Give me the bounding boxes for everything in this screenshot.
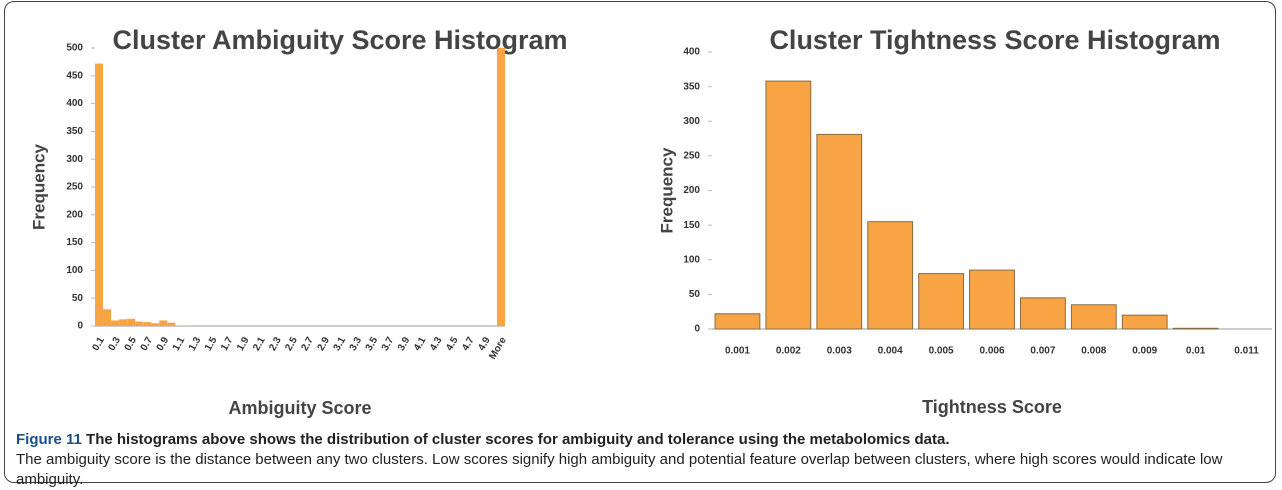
charts: Cluster Ambiguity Score Histogram Frequen… (29, 25, 1272, 418)
bar (175, 325, 184, 326)
x-tick-label: 3.5 (364, 335, 381, 353)
x-tick-label: 1.5 (203, 335, 220, 353)
x-tick-label: 2.1 (251, 335, 268, 353)
caption-text: The ambiguity score is the distance betw… (16, 451, 1223, 488)
y-tick-label: 100 (66, 265, 83, 276)
x-tick-label: 0.5 (123, 335, 140, 353)
bar (867, 221, 914, 330)
caption-title: The histograms above shows the distribut… (86, 431, 950, 448)
x-tick-label: 0.008 (1081, 346, 1106, 357)
x-tick-label: 0.1 (90, 335, 107, 353)
x-tick-label: 0.002 (776, 346, 801, 357)
bar (1121, 314, 1168, 330)
bar (127, 318, 136, 326)
x-tick-label: 0.006 (979, 346, 1004, 357)
x-tick-label: 4.1 (412, 335, 429, 353)
x-tick-label: 0.011 (1234, 346, 1259, 357)
bar (183, 325, 192, 326)
x-tick-label: 3.1 (332, 335, 349, 353)
y-tick-label: 400 (683, 47, 700, 58)
y-tick-label: 400 (66, 98, 83, 109)
x-tick-label: 2.5 (283, 335, 300, 353)
y-axis-label: Frequency (657, 147, 676, 234)
y-tick-label: 200 (683, 185, 700, 196)
x-tick-label: 4.7 (460, 335, 477, 353)
x-tick-label: 2.3 (267, 335, 284, 353)
bar (816, 133, 863, 330)
x-axis-label: Ambiguity Score (228, 398, 371, 418)
y-tick-label: 150 (66, 237, 83, 248)
bar (1020, 297, 1066, 330)
bar (159, 320, 168, 326)
figure-frame (4, 1, 1276, 483)
x-tick-label: 0.005 (929, 346, 954, 357)
y-tick-label: 250 (683, 151, 700, 162)
bar (167, 322, 176, 326)
x-tick-label: 0.001 (725, 346, 750, 357)
x-tick-label: 0.009 (1132, 346, 1157, 357)
x-tick-label: 0.9 (155, 335, 172, 353)
y-tick-label: 0 (77, 321, 83, 332)
bar (119, 319, 128, 326)
x-tick-label: 4.3 (428, 335, 445, 353)
y-tick-label: 350 (66, 126, 83, 137)
caption: Figure 11 The histograms above shows the… (16, 430, 1266, 490)
x-tick-label: 1.3 (187, 335, 204, 353)
bar (969, 269, 1015, 330)
y-tick-label: 50 (689, 289, 701, 300)
y-tick-label: 150 (683, 220, 700, 231)
y-tick-label: 350 (683, 81, 700, 92)
x-tick-label: 0.007 (1030, 346, 1055, 357)
y-tick-label: 0 (694, 324, 700, 335)
x-tick-label: 3.3 (348, 335, 365, 353)
x-axis-label: Tightness Score (922, 397, 1062, 417)
bar (135, 321, 144, 326)
y-tick-label: 450 (66, 70, 83, 81)
chart-title: Cluster Tightness Score Histogram (769, 25, 1220, 55)
x-tick-label: 4.5 (444, 335, 461, 353)
y-tick-label: 200 (66, 209, 83, 220)
bar (918, 273, 964, 330)
bar (765, 80, 812, 330)
bar (111, 320, 120, 326)
x-tick-label: 1.7 (219, 335, 236, 353)
x-tick-label: 0.003 (827, 346, 852, 357)
bar (1070, 304, 1117, 330)
bar (496, 48, 505, 326)
x-tick-label: 0.7 (139, 335, 156, 353)
x-tick-label: 3.7 (380, 335, 397, 353)
y-tick-label: 100 (683, 254, 700, 265)
bar (103, 309, 112, 326)
x-tick-label: 1.1 (171, 335, 188, 353)
y-axis-label: Frequency (29, 143, 48, 230)
x-tick-label: 0.3 (107, 335, 124, 353)
y-tick-label: 300 (66, 154, 83, 165)
y-tick-label: 300 (683, 116, 700, 127)
chart-title: Cluster Ambiguity Score Histogram (112, 25, 567, 55)
bar (714, 313, 761, 330)
bar (95, 63, 104, 327)
bar (143, 322, 152, 326)
x-tick-label: More (487, 335, 509, 362)
bar (1172, 327, 1219, 330)
x-tick-label: 2.7 (299, 335, 316, 353)
x-tick-label: 0.01 (1186, 346, 1206, 357)
x-tick-label: 1.9 (235, 335, 252, 353)
y-tick-label: 500 (66, 43, 83, 54)
caption-label: Figure 11 (16, 431, 82, 448)
y-tick-label: 250 (66, 182, 83, 193)
x-tick-label: 0.004 (878, 346, 903, 357)
x-tick-label: 2.9 (316, 335, 333, 353)
bar (151, 323, 160, 326)
x-tick-label: 3.9 (396, 335, 413, 353)
y-tick-label: 50 (72, 293, 84, 304)
